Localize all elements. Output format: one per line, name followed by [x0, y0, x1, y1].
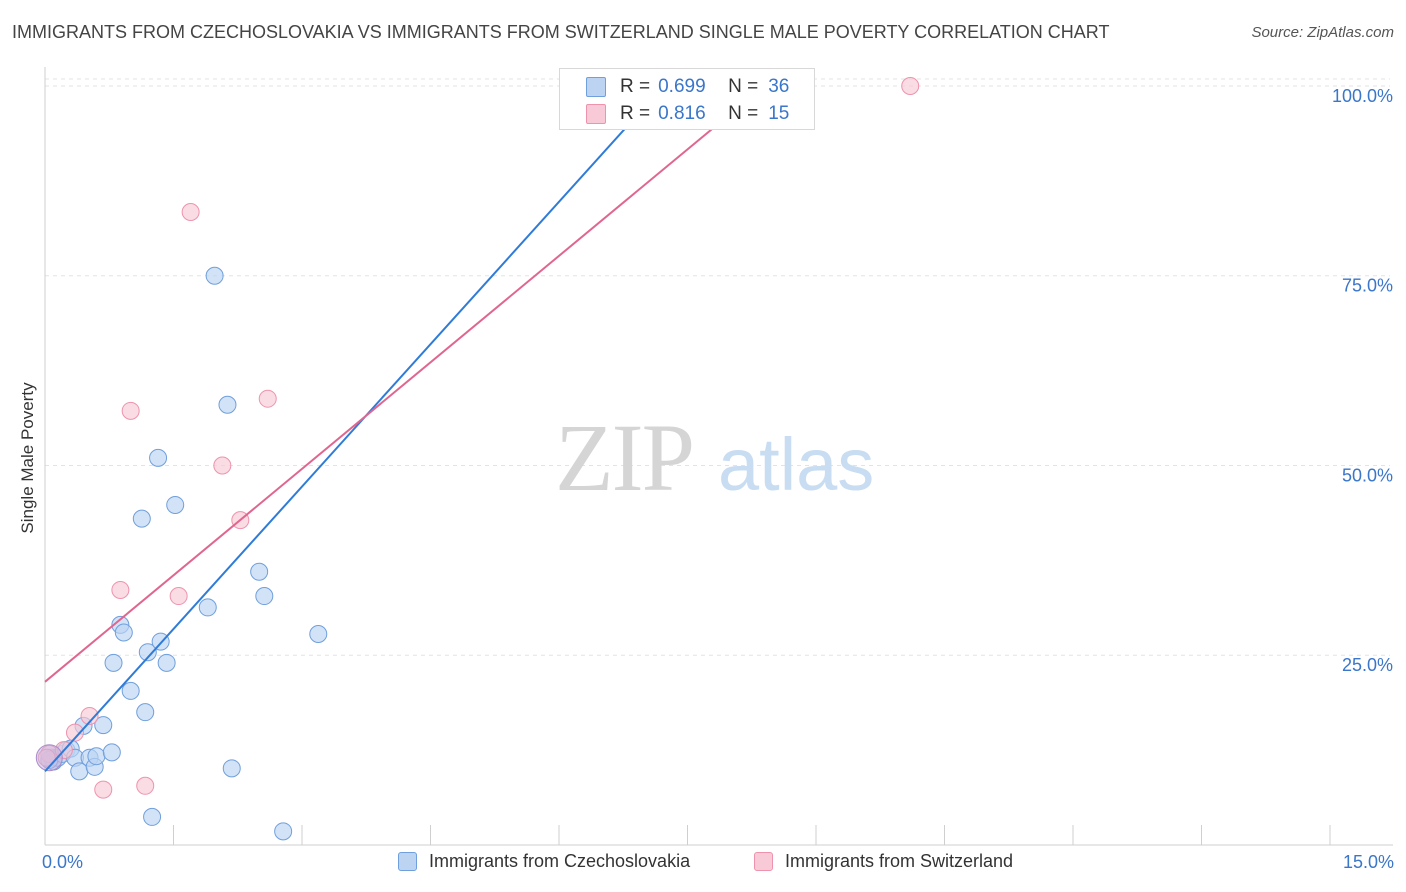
axes — [44, 67, 1393, 846]
point-czechoslovakia — [132, 509, 151, 528]
point-czechoslovakia — [205, 266, 224, 285]
point-czechoslovakia — [121, 681, 140, 700]
stats-row-switzerland: R = 0.816 N = 15 — [560, 101, 789, 127]
r-label: R = — [620, 103, 651, 124]
legend-swatch-czechoslovakia — [398, 852, 417, 871]
r-value: 0.816 — [658, 103, 706, 124]
n-label: N = — [728, 103, 759, 124]
trend-line-czechoslovakia — [44, 77, 672, 773]
stats-swatch-switzerland — [586, 104, 606, 124]
watermark-zip: ZIP — [555, 404, 693, 511]
point-czechoslovakia — [94, 716, 113, 735]
point-switzerland — [121, 401, 140, 420]
point-czechoslovakia — [250, 562, 269, 581]
point-switzerland — [65, 723, 84, 742]
point-czechoslovakia — [87, 747, 106, 766]
point-czechoslovakia — [222, 759, 241, 778]
point-switzerland — [136, 776, 155, 795]
tick-labels: 25.0% 50.0% 75.0% 100.0% — [1332, 86, 1393, 675]
n-value: 15 — [768, 103, 790, 124]
point-czechoslovakia — [138, 643, 157, 662]
chart-title: IMMIGRANTS FROM CZECHOSLOVAKIA VS IMMIGR… — [12, 22, 1110, 42]
watermark-atlas: atlas — [718, 423, 874, 506]
point-czechoslovakia — [143, 807, 162, 826]
point-czechoslovakia — [149, 448, 168, 467]
point-switzerland — [169, 587, 188, 606]
y-tick-label: 75.0% — [1342, 276, 1393, 296]
point-czechoslovakia — [114, 623, 133, 642]
point-switzerland — [181, 202, 200, 221]
point-switzerland — [111, 580, 130, 599]
n-label: N = — [728, 76, 759, 97]
grid — [45, 78, 1390, 656]
point-cluster — [35, 744, 63, 772]
stats-row-czechoslovakia: R = 0.699 N = 36 — [560, 74, 789, 100]
y-tick-label: 50.0% — [1342, 465, 1393, 485]
r-value: 0.699 — [658, 76, 706, 97]
legend-label-czechoslovakia: Immigrants from Czechoslovakia — [429, 851, 691, 871]
watermark: ZIP atlas — [555, 404, 874, 511]
point-czechoslovakia — [198, 598, 217, 617]
legend-swatch-switzerland — [754, 852, 773, 871]
point-czechoslovakia — [136, 703, 155, 722]
point-switzerland — [901, 76, 920, 95]
point-czechoslovakia — [218, 395, 237, 414]
trend-lines — [44, 77, 774, 773]
point-switzerland — [258, 389, 277, 408]
data-points — [35, 76, 920, 841]
y-tick-label: 25.0% — [1342, 655, 1393, 675]
n-value: 36 — [768, 76, 790, 97]
point-czechoslovakia — [157, 653, 176, 672]
point-czechoslovakia — [166, 495, 185, 514]
y-tick-label: 100.0% — [1332, 86, 1393, 106]
point-switzerland — [80, 706, 99, 725]
bottom-legend: Immigrants from Czechoslovakia Immigrant… — [0, 851, 1406, 879]
x-tick-min: 0.0% — [42, 852, 84, 872]
point-czechoslovakia — [309, 624, 328, 643]
point-czechoslovakia — [102, 743, 121, 762]
r-label: R = — [620, 76, 651, 97]
point-switzerland — [94, 780, 113, 799]
point-czechoslovakia — [255, 587, 274, 606]
point-czechoslovakia — [274, 822, 293, 841]
stats-swatch-czechoslovakia — [586, 77, 606, 97]
stats-legend: R = 0.699 N = 36 R = 0.816 N = 15 — [559, 68, 815, 130]
legend-item-switzerland: Immigrants from Switzerland — [754, 851, 1013, 872]
trend-line-switzerland — [44, 77, 774, 683]
source-label: Source: ZipAtlas.com — [1251, 24, 1394, 41]
legend-label-switzerland: Immigrants from Switzerland — [785, 851, 1014, 871]
point-czechoslovakia — [104, 653, 123, 672]
legend-item-czechoslovakia: Immigrants from Czechoslovakia — [398, 851, 690, 872]
point-switzerland — [213, 456, 232, 475]
x-tick-max: 15.0% — [1342, 852, 1394, 872]
